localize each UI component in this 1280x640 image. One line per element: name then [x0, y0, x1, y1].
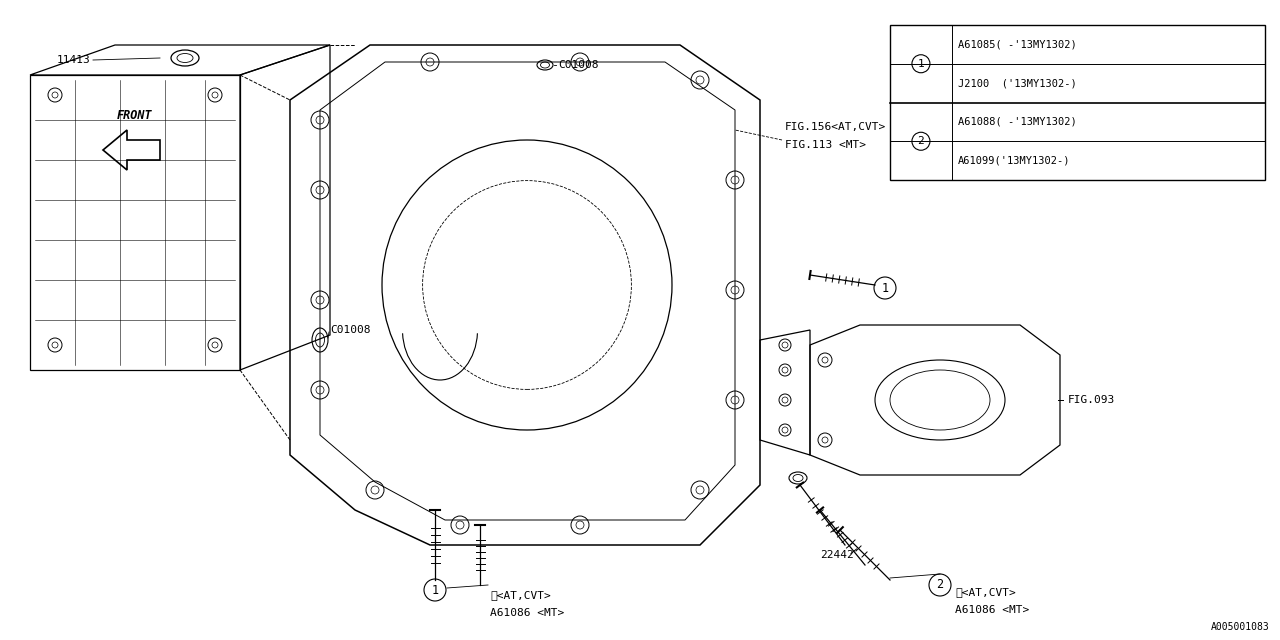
Text: 1: 1 [431, 584, 439, 596]
Text: 2: 2 [937, 579, 943, 591]
Text: A61099('13MY1302-): A61099('13MY1302-) [957, 156, 1070, 166]
Text: C01008: C01008 [558, 60, 599, 70]
Text: J2100  ('13MY1302-): J2100 ('13MY1302-) [957, 78, 1076, 88]
Text: 11413: 11413 [56, 55, 90, 65]
Text: C01008: C01008 [330, 325, 370, 335]
Text: FIG.156<AT,CVT>: FIG.156<AT,CVT> [785, 122, 886, 132]
Text: FIG.093: FIG.093 [1068, 395, 1115, 405]
Text: ②<AT,CVT>: ②<AT,CVT> [955, 587, 1016, 597]
Text: A61086 <MT>: A61086 <MT> [490, 608, 564, 618]
Text: A61088( -'13MY1302): A61088( -'13MY1302) [957, 117, 1076, 127]
Text: 1: 1 [918, 59, 924, 68]
Text: A61085( -'13MY1302): A61085( -'13MY1302) [957, 40, 1076, 49]
Text: A005001083: A005001083 [1211, 622, 1270, 632]
Text: 2: 2 [918, 136, 924, 147]
Text: 22442: 22442 [820, 550, 854, 560]
Text: FIG.113 <MT>: FIG.113 <MT> [785, 140, 867, 150]
Bar [890, 25, 1265, 180]
Text: 1: 1 [882, 282, 888, 294]
Text: A61086 <MT>: A61086 <MT> [955, 605, 1029, 615]
Text: ①<AT,CVT>: ①<AT,CVT> [490, 590, 550, 600]
Text: FRONT: FRONT [118, 109, 152, 122]
